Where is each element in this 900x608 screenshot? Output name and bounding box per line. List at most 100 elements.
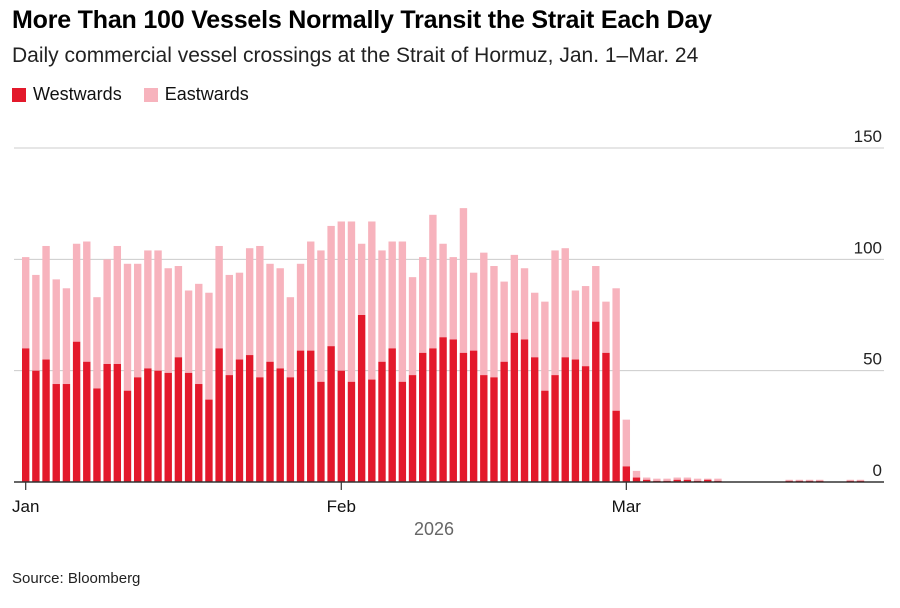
y-tick-label: 50 bbox=[863, 350, 882, 369]
chart-subtitle: Daily commercial vessel crossings at the… bbox=[12, 44, 699, 67]
bar-eastwards bbox=[144, 250, 152, 369]
bar-westwards bbox=[83, 361, 91, 482]
bar-westwards bbox=[317, 381, 325, 482]
bar-eastwards bbox=[347, 221, 356, 382]
bar-eastwards bbox=[286, 297, 295, 378]
x-tick-label: Mar bbox=[612, 497, 642, 516]
bar-eastwards bbox=[337, 221, 345, 371]
bar-westwards bbox=[205, 399, 213, 482]
legend-label-westwards: Westwards bbox=[33, 84, 122, 104]
bar-westwards bbox=[72, 341, 81, 482]
bar-westwards bbox=[592, 321, 600, 482]
bar-westwards bbox=[307, 350, 315, 482]
legend: Westwards Eastwards bbox=[12, 84, 271, 105]
bar-westwards bbox=[419, 352, 427, 482]
bar-eastwards bbox=[72, 243, 81, 342]
legend-swatch-eastwards bbox=[143, 87, 158, 102]
bar-eastwards bbox=[266, 263, 274, 362]
bar-eastwards bbox=[622, 419, 631, 467]
bar-eastwards bbox=[541, 301, 549, 391]
bar-eastwards bbox=[327, 225, 335, 347]
bar-eastwards bbox=[154, 250, 162, 371]
source-note: Source: Bloomberg bbox=[12, 570, 141, 587]
bar-eastwards bbox=[663, 478, 671, 481]
legend-item-westwards: Westwards bbox=[12, 84, 122, 105]
bar-eastwards bbox=[103, 259, 111, 364]
bar-westwards bbox=[235, 359, 244, 482]
bar-eastwards bbox=[368, 221, 376, 380]
bar-eastwards bbox=[123, 263, 132, 391]
bar-westwards bbox=[520, 339, 529, 482]
bar-eastwards bbox=[449, 257, 457, 340]
y-axis-labels: 0 50 100 150 bbox=[854, 127, 882, 480]
bar-westwards bbox=[704, 479, 712, 482]
bar-eastwards bbox=[256, 245, 264, 378]
bar-westwards bbox=[347, 381, 356, 482]
bar-westwards bbox=[256, 377, 264, 482]
bar-westwards bbox=[52, 384, 60, 482]
bar-westwards bbox=[32, 370, 40, 482]
bar-westwards bbox=[622, 466, 631, 482]
bar-westwards bbox=[133, 377, 142, 482]
bar-westwards bbox=[612, 410, 620, 482]
bar-eastwards bbox=[785, 479, 793, 481]
bar-eastwards bbox=[93, 297, 101, 389]
bar-eastwards bbox=[632, 470, 641, 478]
bar-westwards bbox=[184, 372, 193, 482]
bar-westwards bbox=[296, 350, 305, 482]
bar-eastwards bbox=[184, 290, 193, 373]
bar-eastwards bbox=[714, 478, 722, 481]
bar-eastwards bbox=[551, 250, 559, 376]
bar-eastwards bbox=[429, 214, 437, 349]
bar-westwards bbox=[123, 390, 132, 482]
bar-westwards bbox=[22, 348, 30, 482]
bar-eastwards bbox=[378, 250, 386, 362]
bar-westwards bbox=[531, 357, 539, 482]
bar-eastwards bbox=[317, 250, 325, 382]
bar-eastwards bbox=[561, 248, 569, 358]
bar-westwards bbox=[480, 375, 488, 482]
bar-eastwards bbox=[276, 268, 284, 369]
legend-label-eastwards: Eastwards bbox=[164, 84, 249, 104]
bar-eastwards bbox=[42, 245, 50, 360]
bar-westwards bbox=[93, 388, 101, 482]
bar-westwards bbox=[215, 348, 223, 482]
bar-eastwards bbox=[500, 281, 508, 362]
bar-eastwards bbox=[581, 286, 590, 367]
bar-eastwards bbox=[612, 288, 620, 411]
bar-westwards bbox=[388, 348, 396, 482]
bar-westwards bbox=[561, 357, 569, 482]
bars bbox=[22, 208, 865, 482]
bar-westwards bbox=[378, 361, 386, 482]
bar-eastwards bbox=[510, 254, 519, 333]
bar-eastwards bbox=[419, 257, 427, 353]
bar-eastwards bbox=[357, 243, 366, 315]
bar-westwards bbox=[551, 375, 559, 482]
bar-westwards bbox=[459, 352, 468, 482]
bar-westwards bbox=[429, 348, 437, 482]
bar-eastwards bbox=[571, 290, 580, 360]
bar-westwards bbox=[245, 355, 254, 482]
bar-eastwards bbox=[296, 263, 305, 351]
bar-westwards bbox=[164, 372, 172, 482]
bar-eastwards bbox=[22, 257, 30, 349]
bar-westwards bbox=[490, 377, 498, 482]
bar-westwards bbox=[144, 368, 152, 482]
bar-eastwards bbox=[592, 266, 600, 322]
bar-westwards bbox=[286, 377, 295, 482]
x-axis-labels: Jan Feb Mar 2026 bbox=[12, 482, 641, 539]
bar-westwards bbox=[103, 363, 111, 482]
bar-eastwards bbox=[653, 478, 661, 481]
legend-swatch-westwards bbox=[12, 87, 26, 102]
bar-westwards bbox=[225, 375, 233, 482]
chart-title: More Than 100 Vessels Normally Transit t… bbox=[12, 6, 712, 34]
bar-eastwards bbox=[133, 263, 142, 378]
bar-eastwards bbox=[469, 272, 478, 351]
bar-eastwards bbox=[113, 245, 122, 364]
bar-eastwards bbox=[225, 274, 233, 376]
x-axis-title: 2026 bbox=[414, 519, 454, 539]
bar-eastwards bbox=[83, 241, 91, 362]
bar-eastwards bbox=[408, 277, 417, 376]
bar-westwards bbox=[174, 357, 183, 482]
bar-eastwards bbox=[704, 478, 712, 480]
